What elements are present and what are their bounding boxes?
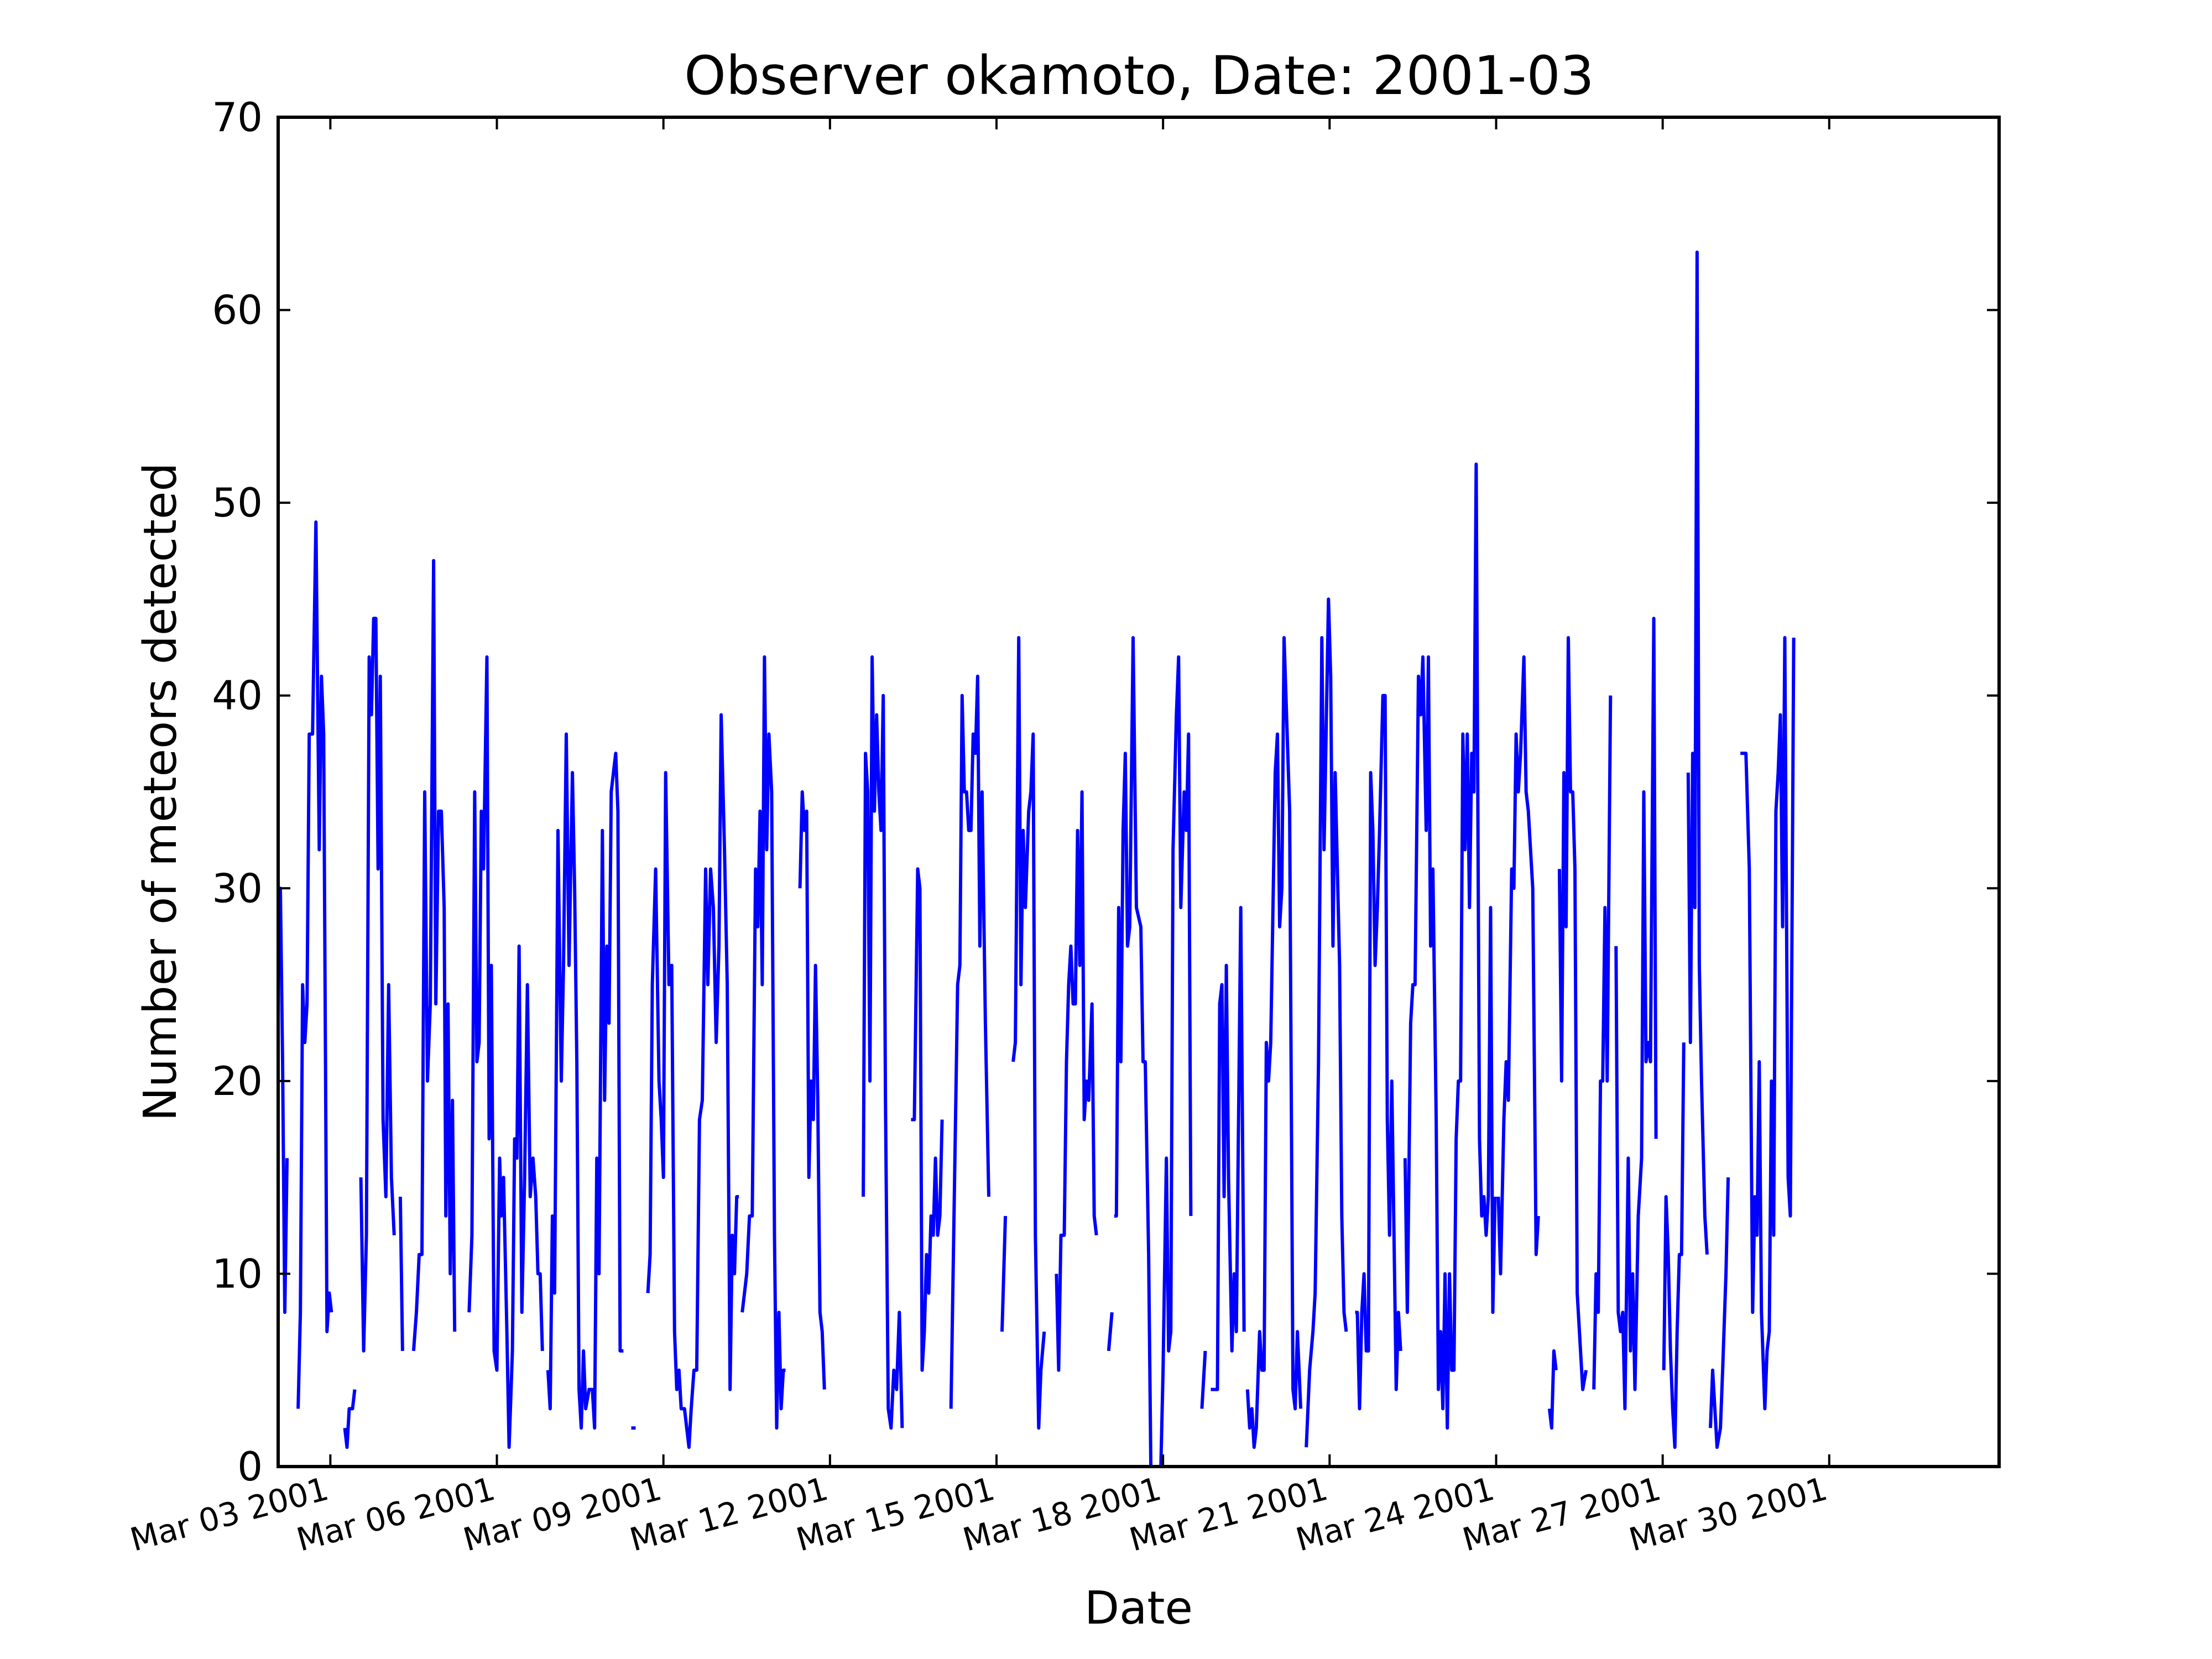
y-tick-label: 10: [212, 1250, 263, 1297]
y-axis-label: Number of meteors detected: [134, 462, 187, 1121]
series-segment-34: [1686, 251, 1709, 1255]
series-segment-15: [949, 674, 990, 1409]
y-tick-label: 70: [212, 94, 263, 140]
series-segment-31: [1592, 695, 1613, 1390]
series-segment-28: [1496, 655, 1540, 1276]
chart-title: Observer okamoto, Date: 2001-03: [684, 45, 1594, 107]
series-segment-14: [911, 867, 944, 1372]
series-segment-24: [1245, 636, 1303, 1449]
series-segment-18: [1055, 790, 1098, 1372]
series-segment-26: [1355, 693, 1402, 1411]
series-segment-36: [1740, 636, 1796, 1411]
series-segment-30: [1557, 636, 1588, 1391]
series-segment-25: [1305, 597, 1348, 1448]
x-axis-label: Date: [1084, 1582, 1193, 1635]
series-segment-16: [1000, 1215, 1008, 1332]
series-segment-29: [1547, 1349, 1558, 1430]
plot-frame: [276, 116, 2001, 1468]
series-segment-2: [296, 520, 333, 1409]
series-segment-8: [546, 732, 624, 1430]
y-tick-label: 40: [212, 672, 263, 719]
series-segment-19: [1107, 1312, 1114, 1352]
series-segment-23: [1211, 906, 1246, 1391]
series-segment-10: [646, 713, 739, 1449]
series-segment-35: [1709, 1177, 1730, 1449]
series-segment-13: [862, 655, 904, 1430]
series-segment-17: [1011, 636, 1046, 1430]
y-tick-label: 30: [212, 865, 263, 911]
series-segment-3: [343, 1389, 357, 1449]
series-segment-32: [1614, 617, 1658, 1411]
series-segment-4: [359, 617, 396, 1353]
y-tick-label: 20: [212, 1058, 263, 1104]
series-segment-22: [1200, 1350, 1207, 1409]
y-tick-label: 0: [237, 1443, 263, 1490]
plot-content: [276, 251, 1796, 1467]
series-segment-5: [398, 1196, 404, 1351]
series-segment-33: [1662, 1042, 1686, 1449]
series-segment-7: [467, 655, 544, 1449]
series-segment-11: [740, 655, 786, 1430]
y-tick-label: 50: [212, 479, 263, 526]
y-tick-label: 60: [212, 287, 263, 333]
series-segment-6: [411, 559, 457, 1352]
series-segment-27: [1403, 462, 1497, 1430]
series-segment-12: [798, 790, 826, 1390]
series-segment-21: [1159, 655, 1193, 1467]
series-segment-20: [1114, 636, 1153, 1467]
